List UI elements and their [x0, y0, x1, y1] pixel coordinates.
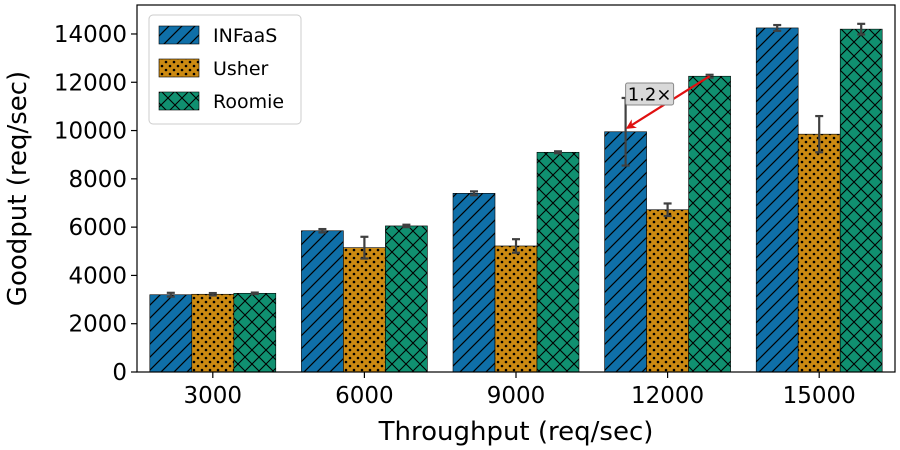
legend-label-infaas: INFaaS	[213, 25, 277, 47]
legend-label-usher: Usher	[213, 58, 269, 80]
y-tick-label-0: 0	[112, 360, 127, 386]
bars-layer	[149, 27, 883, 373]
x-tick-label-15000: 15000	[783, 383, 856, 409]
bar-roomie-9000	[536, 151, 580, 373]
axes-layer: 0 2000 4000 6000 8000 10000 12000 14000 3000 6000…	[3, 4, 896, 447]
bar-usher-3000	[191, 293, 235, 373]
legend: INFaaS Usher Roomie	[148, 14, 302, 125]
bar-usher-15000	[797, 133, 841, 373]
bar-roomie-6000	[385, 225, 428, 373]
x-tick-label-12000: 12000	[631, 383, 704, 409]
bar-usher-6000	[343, 247, 386, 373]
bar-infaas-3000	[149, 294, 193, 373]
y-tick-label-8000: 8000	[68, 167, 127, 193]
bar-infaas-9000	[452, 193, 496, 373]
legend-swatch-infaas	[158, 25, 200, 45]
bar-roomie-3000	[233, 292, 277, 373]
y-tick-label-2000: 2000	[68, 312, 127, 338]
y-tick-label-4000: 4000	[68, 263, 127, 289]
bar-roomie-12000	[688, 75, 731, 373]
y-tick-label-10000: 10000	[54, 119, 127, 145]
y-tick-label-6000: 6000	[68, 215, 127, 241]
bar-infaas-6000	[301, 230, 344, 373]
ratio-label: 1.2×	[628, 84, 672, 105]
y-tick-label-12000: 12000	[54, 70, 127, 96]
bar-usher-12000	[646, 209, 689, 373]
bar-infaas-12000	[604, 131, 647, 373]
x-tick-label-3000: 3000	[184, 383, 243, 409]
legend-swatch-usher	[158, 58, 200, 78]
error-bars-layer	[166, 22, 866, 298]
bar-infaas-15000	[755, 27, 799, 373]
y-tick-label-14000: 14000	[54, 22, 127, 48]
x-tick-label-6000: 6000	[335, 383, 394, 409]
ratio-label-box	[625, 82, 675, 106]
x-axis-label: Throughput (req/sec)	[378, 417, 654, 447]
bar-roomie-15000	[839, 28, 883, 373]
bar-usher-9000	[494, 245, 538, 373]
annotation-layer: 1.2×	[625, 75, 711, 129]
legend-swatch-roomie	[158, 91, 200, 111]
legend-label-roomie: Roomie	[213, 91, 284, 113]
y-axis-label: Goodput (req/sec)	[3, 71, 33, 306]
x-tick-label-9000: 9000	[487, 383, 546, 409]
